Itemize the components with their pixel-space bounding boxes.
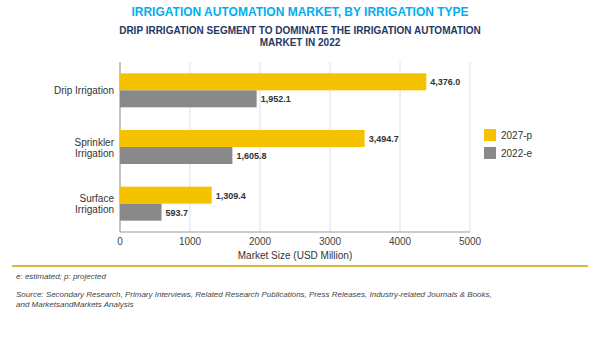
footnote: Source: Secondary Research, Primary Inte… <box>16 290 492 309</box>
bar <box>120 73 426 90</box>
x-tick-label: 3000 <box>319 236 342 247</box>
bar <box>120 187 212 204</box>
x-tick-label: 5000 <box>459 236 482 247</box>
category-label: SprinklerIrrigation <box>75 137 115 159</box>
text-line: Irrigation <box>75 148 114 159</box>
bar <box>120 130 365 147</box>
x-tick-label: 1000 <box>179 236 202 247</box>
data-label: 3,494.7 <box>369 134 399 144</box>
legend-label: 2022-e <box>501 148 533 159</box>
bar <box>120 147 232 164</box>
bar <box>120 90 257 107</box>
category-label: Drip Irrigation <box>54 85 114 96</box>
text-line: and MarketsandMarkets Analysis <box>16 300 134 309</box>
legend: 2027-p 2022-e <box>484 129 533 159</box>
footnote: e: estimated; p: projected <box>16 272 106 281</box>
x-axis-label: Market Size (USD Million) <box>238 250 352 261</box>
text-line: Sprinkler <box>75 137 115 148</box>
subtitle: DRIP IRRIGATION SEGMENT TO DOMINATE THE … <box>119 25 481 48</box>
legend-label: 2027-p <box>501 130 533 141</box>
text-line: MARKET IN 2022 <box>260 37 341 48</box>
text-line: Irrigation <box>75 204 114 215</box>
text-line: Drip Irrigation <box>54 85 114 96</box>
text-line: e: estimated; p: projected <box>16 272 106 281</box>
text-line: Source: Secondary Research, Primary Inte… <box>16 290 492 299</box>
title: IRRIGATION AUTOMATION MARKET, BY IRRIGAT… <box>131 5 468 19</box>
data-label: 593.7 <box>166 208 189 218</box>
text-line: DRIP IRRIGATION SEGMENT TO DOMINATE THE … <box>119 25 481 36</box>
data-label: 1,309.4 <box>216 191 246 201</box>
data-label: 4,376.0 <box>430 77 460 87</box>
grid-line <box>470 62 471 232</box>
text-line: Surface <box>80 193 115 204</box>
x-tick-label: 0 <box>117 236 123 247</box>
x-axis-line <box>120 232 470 233</box>
legend-swatch <box>484 129 496 141</box>
legend-swatch <box>484 147 496 159</box>
data-label: 1,952.1 <box>261 94 291 104</box>
data-label: 1,605.8 <box>236 151 266 161</box>
bar <box>120 204 162 221</box>
x-tick-label: 2000 <box>249 236 272 247</box>
category-label: SurfaceIrrigation <box>75 193 114 215</box>
x-tick-label: 4000 <box>389 236 412 247</box>
data-labels: 1,309.4 593.7 3,494.7 1,605.8 4,376.0 1,952.1 <box>166 77 461 217</box>
separator <box>12 265 588 267</box>
bars <box>120 73 426 220</box>
chart: IRRIGATION AUTOMATION MARKET, BY IRRIGAT… <box>0 0 600 338</box>
